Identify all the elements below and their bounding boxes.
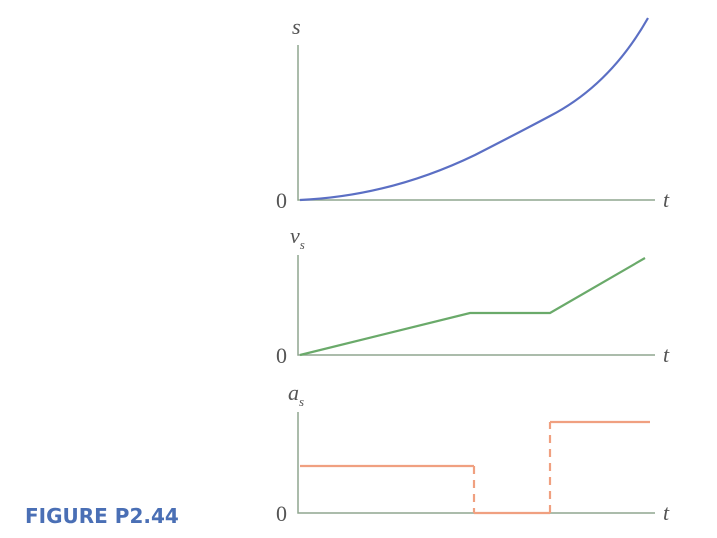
y-label-sub: s (300, 237, 305, 252)
y-label: as (288, 380, 304, 409)
x-label: t (663, 342, 670, 367)
y-label-sub: s (299, 394, 304, 409)
position-curve (299, 17, 649, 202)
panel-position: s 0 t (276, 14, 670, 213)
x-label: t (663, 500, 670, 525)
x-label: t (663, 187, 670, 212)
y-label: vs (290, 223, 305, 252)
panel-acceleration: as 0 t (276, 380, 670, 526)
y-label-base: a (288, 380, 299, 405)
origin-label: 0 (276, 343, 287, 368)
acceleration-curve (300, 420, 650, 515)
origin-label: 0 (276, 188, 287, 213)
axes (297, 412, 655, 514)
y-label: s (292, 14, 301, 39)
axes (297, 255, 655, 356)
panel-velocity: vs 0 t (276, 223, 670, 368)
velocity-curve (299, 257, 646, 357)
origin-label: 0 (276, 501, 287, 526)
figure-label: FIGURE P2.44 (25, 504, 179, 528)
axes (297, 45, 655, 201)
y-label-base: v (290, 223, 300, 248)
